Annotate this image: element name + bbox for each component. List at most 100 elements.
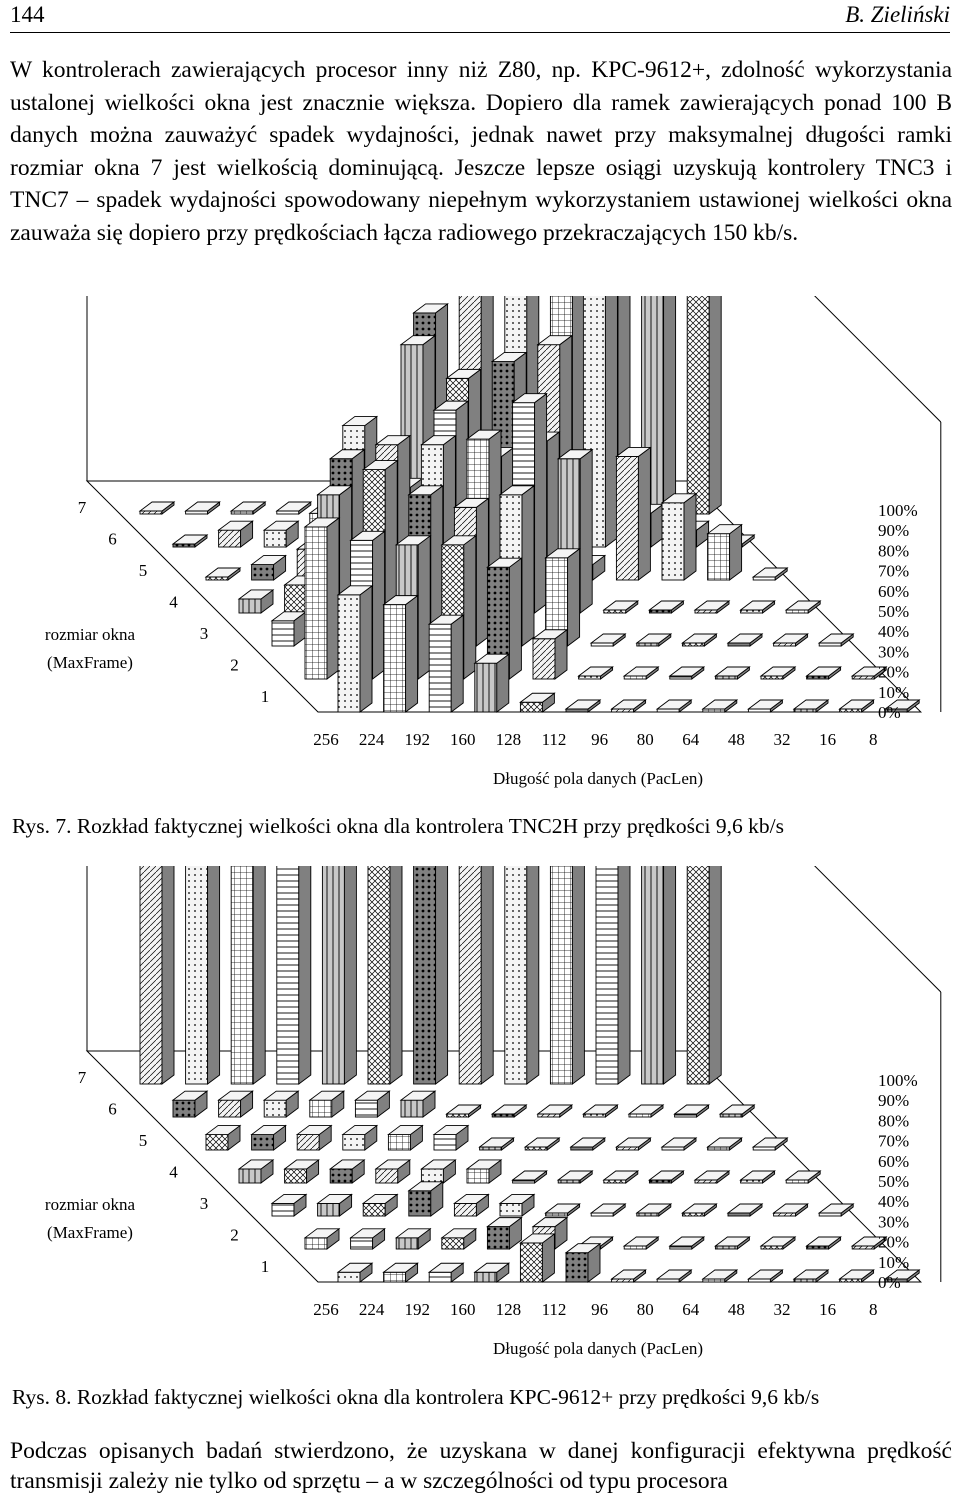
bar-row7-8 xyxy=(685,156,723,515)
bar-row2-16 xyxy=(805,666,842,680)
row-tick-label: 5 xyxy=(139,561,148,580)
row-tick-label: 3 xyxy=(200,1194,209,1213)
bar-row2-48 xyxy=(714,1236,751,1250)
x-tick-label: 8 xyxy=(869,730,878,749)
bar-row6-256 xyxy=(171,1090,209,1118)
bar-row7-32 xyxy=(594,708,632,1085)
x-tick-label: 224 xyxy=(359,730,385,749)
x-tick-label: 16 xyxy=(819,1300,836,1319)
bar-row2-80 xyxy=(622,666,660,680)
bar-row6-16 xyxy=(673,1104,710,1118)
bar-row1-128 xyxy=(519,692,556,713)
bar-row3-128 xyxy=(453,1193,490,1217)
bar-row1-32 xyxy=(792,699,830,713)
row-tick-label: 7 xyxy=(78,498,87,517)
z-tick-label: 90% xyxy=(878,1091,909,1110)
row-tick-label: 1 xyxy=(261,1257,270,1276)
bar-row4-128 xyxy=(420,1159,457,1184)
bar-row2-16 xyxy=(805,1236,842,1250)
bar-row3-96 xyxy=(544,547,581,647)
bar-row5-160 xyxy=(341,1124,379,1151)
bar-row3-48 xyxy=(681,633,718,647)
bar-row4-160 xyxy=(374,1159,412,1184)
bar-row3-64 xyxy=(635,1203,673,1217)
z-tick-label: 30% xyxy=(878,1212,909,1231)
bar-row6-32 xyxy=(627,1104,665,1118)
x-tick-label: 112 xyxy=(542,730,567,749)
bar-row5-256 xyxy=(204,1124,242,1151)
z-tick-label: 80% xyxy=(878,541,909,560)
x-tick-label: 32 xyxy=(774,730,791,749)
x-tick-label: 192 xyxy=(404,730,430,749)
bar-row4-112 xyxy=(465,1159,503,1184)
bar-row3-32 xyxy=(726,633,764,647)
bar-row5-192 xyxy=(295,1124,333,1151)
x-tick-label: 80 xyxy=(637,1300,654,1319)
bar-row1-48 xyxy=(747,1269,784,1283)
bar-row5-8 xyxy=(751,567,789,581)
bar-row3-80 xyxy=(589,633,627,647)
z-tick-label: 0% xyxy=(878,1273,901,1292)
x-tick-label: 128 xyxy=(496,730,522,749)
x-tick-label: 192 xyxy=(404,1300,430,1319)
x-tick-label: 64 xyxy=(682,730,700,749)
row-tick-label: 6 xyxy=(108,530,117,549)
bar-row1-112 xyxy=(564,1242,602,1283)
x-tick-label: 48 xyxy=(728,1300,745,1319)
x-tick-label: 48 xyxy=(728,730,745,749)
bar-row1-224 xyxy=(382,594,419,713)
bar-row5-112 xyxy=(432,1124,470,1151)
page-number: 144 xyxy=(10,2,45,27)
bar-row6-192 xyxy=(262,520,300,548)
bar-row3-8 xyxy=(817,1203,855,1217)
bar-row1-16 xyxy=(838,699,875,713)
bar-row3-64 xyxy=(635,633,673,647)
z-tick-label: 60% xyxy=(878,1152,909,1171)
bar-row2-96 xyxy=(577,666,614,680)
z-tick-label: 50% xyxy=(878,1172,909,1191)
bar-row2-256 xyxy=(303,517,341,680)
bar-row3-160 xyxy=(407,1180,445,1217)
bar-row4-256 xyxy=(237,589,275,614)
bar-row1-8 xyxy=(883,1269,921,1283)
row-tick-label: 1 xyxy=(261,687,270,706)
bar-row3-16 xyxy=(772,633,809,647)
bar-row3-48 xyxy=(681,1203,718,1217)
y-axis-title-line1: rozmiar okna xyxy=(45,625,136,644)
x-tick-label: 80 xyxy=(637,730,654,749)
bar-row1-16 xyxy=(838,1269,875,1283)
body-paragraph-2: Podczas opisanych badań stwierdzono, że … xyxy=(10,1438,952,1494)
bar-row4-16 xyxy=(739,1170,776,1184)
bar-row5-224 xyxy=(250,554,287,581)
page-header: 144 B. Zieliński xyxy=(10,0,950,33)
bar-row7-80 xyxy=(457,708,495,1085)
z-tick-label: 70% xyxy=(878,562,909,581)
bar-row1-64 xyxy=(701,699,739,713)
bar-row4-256 xyxy=(237,1159,275,1184)
bar-row1-32 xyxy=(792,1269,830,1283)
bar-row5-96 xyxy=(478,1137,515,1151)
bar-row1-224 xyxy=(382,1262,419,1283)
row-tick-label: 7 xyxy=(78,1068,87,1087)
bar-row5-48 xyxy=(615,1137,652,1151)
bar-row2-8 xyxy=(850,666,888,680)
bar-row6-64 xyxy=(536,1104,574,1118)
bar-row7-96 xyxy=(412,708,449,1085)
x-tick-label: 256 xyxy=(313,1300,339,1319)
bar-row6-112 xyxy=(399,1090,437,1118)
z-tick-label: 40% xyxy=(878,1192,909,1211)
bar-row7-160 xyxy=(275,501,313,515)
bar-row2-8 xyxy=(850,1236,888,1250)
bar-row7-192 xyxy=(229,501,267,515)
bar-row5-32 xyxy=(660,492,698,581)
bar-row6-128 xyxy=(354,1090,391,1118)
bar-row5-16 xyxy=(706,1137,743,1151)
z-tick-label: 50% xyxy=(878,602,909,621)
bar-row2-48 xyxy=(714,666,751,680)
bar-row3-96 xyxy=(544,1203,581,1217)
bar-row4-8 xyxy=(784,1170,822,1184)
bar-row4-64 xyxy=(602,1170,640,1184)
x-tick-label: 32 xyxy=(774,1300,791,1319)
bar-row7-128 xyxy=(321,708,358,1085)
bar-row1-112 xyxy=(564,699,602,713)
